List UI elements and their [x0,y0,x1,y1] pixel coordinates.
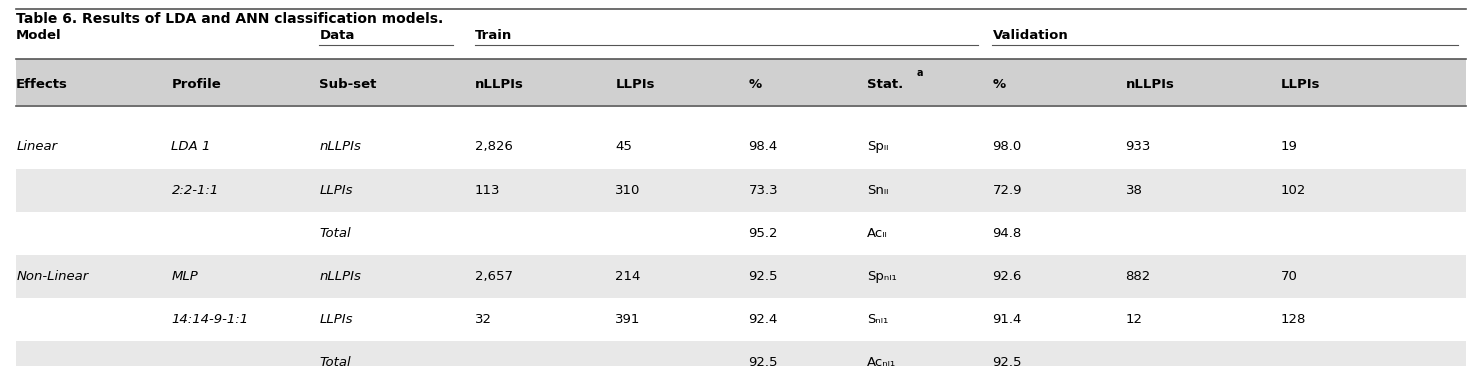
Text: 92.5: 92.5 [748,270,778,283]
FancyBboxPatch shape [16,255,1466,298]
Text: nLLPIs: nLLPIs [320,270,362,283]
Text: nLLPIs: nLLPIs [1126,78,1174,91]
Text: Acₙₗ₁: Acₙₗ₁ [867,356,895,369]
Text: Snₗₗ: Snₗₗ [867,184,888,197]
Text: 12: 12 [1126,313,1143,326]
Text: LLPIs: LLPIs [320,313,353,326]
Text: 113: 113 [474,184,501,197]
Text: Train: Train [474,29,511,42]
Text: Spₗₗ: Spₗₗ [867,141,888,154]
Text: a: a [917,68,923,78]
Text: 70: 70 [1280,270,1298,283]
Text: LLPIs: LLPIs [615,78,655,91]
Text: 214: 214 [615,270,640,283]
Text: Acₗₗ: Acₗₗ [867,227,888,240]
Text: 94.8: 94.8 [993,227,1021,240]
FancyBboxPatch shape [16,125,1466,168]
Text: 933: 933 [1126,141,1152,154]
Text: LLPIs: LLPIs [320,184,353,197]
Text: %: % [748,78,762,91]
Text: MLP: MLP [172,270,199,283]
Text: 882: 882 [1126,270,1152,283]
Text: 102: 102 [1280,184,1306,197]
Text: 95.2: 95.2 [748,227,778,240]
Text: 72.9: 72.9 [993,184,1023,197]
Text: Total: Total [320,227,351,240]
Text: 45: 45 [615,141,633,154]
FancyBboxPatch shape [16,211,1466,255]
Text: 38: 38 [1126,184,1143,197]
Text: Spₙₗ₁: Spₙₗ₁ [867,270,897,283]
Text: Validation: Validation [993,29,1069,42]
Text: 91.4: 91.4 [993,313,1023,326]
Text: 32: 32 [474,313,492,326]
Text: 98.0: 98.0 [993,141,1021,154]
Text: LLPIs: LLPIs [1280,78,1320,91]
Text: 92.6: 92.6 [993,270,1023,283]
Text: 73.3: 73.3 [748,184,778,197]
Text: nLLPIs: nLLPIs [474,78,523,91]
Text: Non-Linear: Non-Linear [16,270,89,283]
Text: 98.4: 98.4 [748,141,778,154]
Text: Sₙₗ₁: Sₙₗ₁ [867,313,888,326]
FancyBboxPatch shape [16,298,1466,341]
Text: Table 6. Results of LDA and ANN classification models.: Table 6. Results of LDA and ANN classifi… [16,12,443,26]
Text: 2,657: 2,657 [474,270,513,283]
FancyBboxPatch shape [16,341,1466,371]
Text: 92.4: 92.4 [748,313,778,326]
FancyBboxPatch shape [16,168,1466,211]
Text: 310: 310 [615,184,640,197]
Text: Linear: Linear [16,141,58,154]
Text: 391: 391 [615,313,640,326]
Text: 19: 19 [1280,141,1298,154]
Text: Profile: Profile [172,78,221,91]
Text: 92.5: 92.5 [993,356,1023,369]
Text: 92.5: 92.5 [748,356,778,369]
Text: Model: Model [16,29,62,42]
Text: 2,826: 2,826 [474,141,513,154]
Text: Stat.: Stat. [867,78,903,91]
Text: LDA 1: LDA 1 [172,141,210,154]
Text: Total: Total [320,356,351,369]
Text: nLLPIs: nLLPIs [320,141,362,154]
Text: 14:14-9-1:1: 14:14-9-1:1 [172,313,249,326]
FancyBboxPatch shape [16,59,1466,105]
Text: 128: 128 [1280,313,1306,326]
Text: Sub-set: Sub-set [320,78,376,91]
Text: %: % [993,78,1006,91]
Text: 2:2-1:1: 2:2-1:1 [172,184,219,197]
Text: Effects: Effects [16,78,68,91]
Text: Data: Data [320,29,354,42]
